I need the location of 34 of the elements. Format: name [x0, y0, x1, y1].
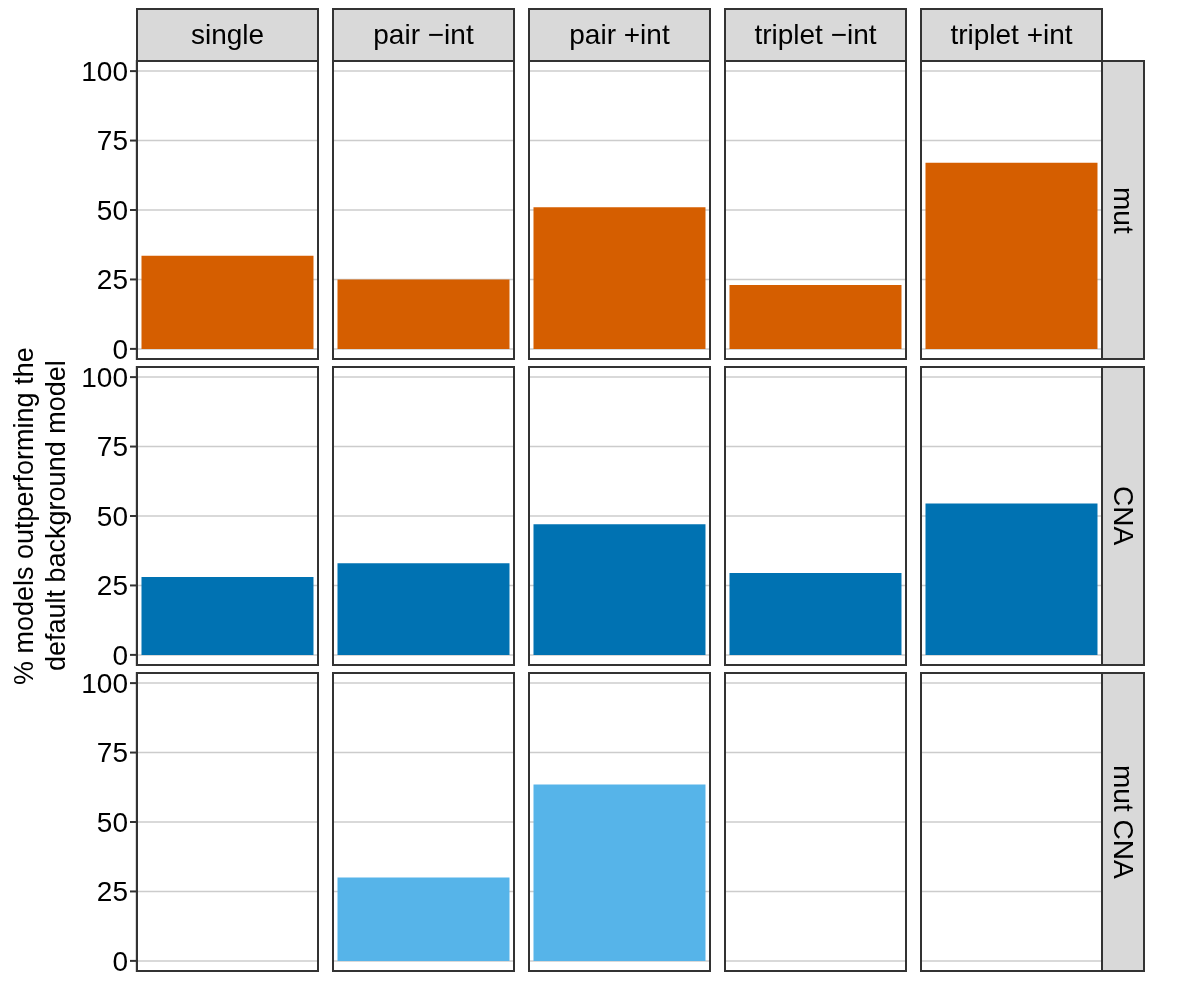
y-tick-label: 0 [112, 639, 128, 671]
y-tick-label: 75 [96, 125, 128, 157]
y-tick-label: 100 [81, 362, 128, 394]
bar [925, 503, 1098, 655]
facet-strip: triplet +int [920, 8, 1103, 60]
y-tick-label: 0 [112, 945, 128, 977]
bar [729, 285, 902, 349]
facet-strip: pair +int [528, 8, 711, 60]
bar [141, 577, 314, 655]
y-tick-label: 50 [96, 194, 128, 226]
y-tick-label: 75 [96, 431, 128, 463]
bar [533, 524, 706, 655]
facet-strip: pair −int [332, 8, 515, 60]
facet-strip: triplet −int [724, 8, 907, 60]
y-tick-label: 25 [96, 264, 128, 296]
bar [533, 207, 706, 349]
y-tick-label: 50 [96, 806, 128, 838]
y-tick-label: 100 [81, 668, 128, 700]
bar [729, 572, 902, 655]
y-tick-label: 25 [96, 876, 128, 908]
bar [141, 255, 314, 349]
y-tick-label: 100 [81, 56, 128, 88]
facet-strip: mut [1103, 60, 1145, 360]
y-axis-title: % models outperforming the default background model [8, 346, 72, 687]
bar [337, 563, 510, 655]
y-tick-label: 75 [96, 737, 128, 769]
facet-strip: CNA [1103, 366, 1145, 666]
facet-strip: single [136, 8, 319, 60]
facet-strip: mut CNA [1103, 672, 1145, 972]
bar [337, 279, 510, 349]
y-tick-label: 0 [112, 333, 128, 365]
bar [925, 162, 1098, 349]
y-tick-label: 25 [96, 570, 128, 602]
y-tick-label: 50 [96, 500, 128, 532]
